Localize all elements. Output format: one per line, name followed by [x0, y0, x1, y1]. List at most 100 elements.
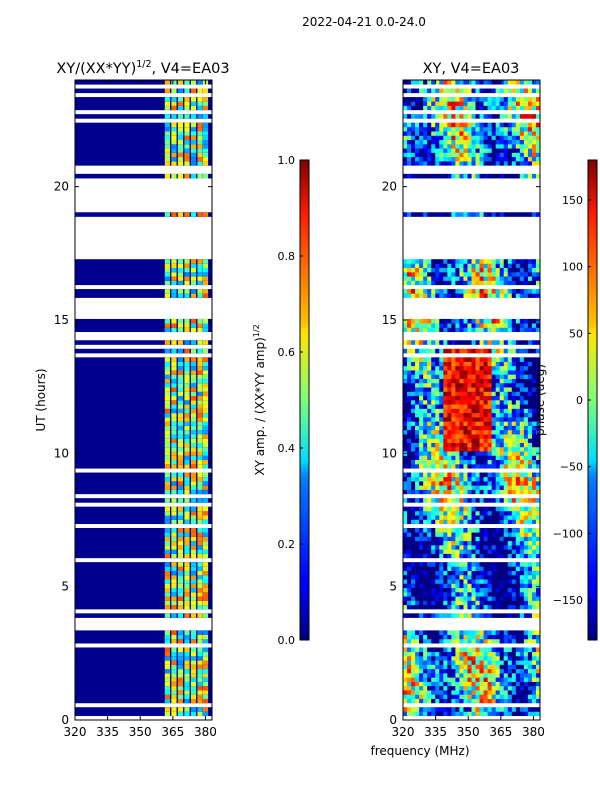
phase-cell — [423, 357, 428, 362]
phase-cell — [459, 510, 464, 516]
phase-cell — [423, 485, 428, 490]
phase-cell — [495, 690, 501, 695]
phase-cell — [455, 481, 460, 486]
amp-cell — [164, 152, 171, 158]
amp-cell — [184, 464, 190, 469]
phase-cell — [511, 289, 517, 294]
phase-cell — [519, 323, 525, 328]
phase-cell — [471, 400, 476, 405]
phase-cell — [503, 442, 509, 448]
phase-cell — [455, 365, 460, 371]
phase-cell — [519, 587, 525, 593]
phase-cell — [503, 489, 509, 495]
phase-cell — [479, 131, 484, 136]
phase-cell — [531, 438, 537, 443]
amp-cell — [190, 404, 197, 409]
phase-cell — [407, 361, 412, 367]
phase-cell — [439, 374, 444, 379]
phase-cell — [455, 173, 460, 179]
phase-cell — [491, 587, 496, 593]
phase-cell — [515, 400, 521, 405]
phase-cell — [523, 656, 529, 661]
phase-cell — [523, 685, 529, 691]
amp-cell — [164, 327, 171, 333]
amp-cell — [202, 412, 209, 418]
phase-cell — [503, 417, 509, 422]
phase-cell — [411, 438, 416, 443]
phase-cell — [423, 173, 428, 179]
phase-cell — [471, 498, 476, 503]
phase-cell — [531, 583, 537, 589]
phase-cell — [403, 144, 408, 149]
phase-cell — [455, 549, 460, 554]
phase-cell — [415, 135, 420, 141]
phase-cell — [459, 365, 464, 371]
phase-cell — [531, 212, 537, 217]
phase-cell — [487, 660, 492, 665]
phase-cell — [419, 152, 424, 158]
phase-cell — [415, 97, 420, 102]
phase-cell — [455, 421, 460, 426]
phase-cell — [411, 361, 416, 367]
phase-cell — [503, 434, 509, 439]
phase-cell — [479, 464, 484, 469]
phase-cell — [527, 711, 533, 717]
phase-cell — [507, 451, 513, 456]
phase-cell — [455, 515, 460, 520]
phase-cell — [435, 417, 440, 422]
phase-cell — [419, 131, 424, 136]
phase-cell — [515, 604, 521, 610]
amp-cell — [190, 613, 197, 618]
phase-cell — [499, 532, 505, 537]
amp-cell — [190, 711, 197, 717]
phase-cell — [431, 446, 436, 452]
phase-cell — [487, 528, 492, 533]
phase-cell — [423, 472, 428, 478]
phase-cell — [431, 357, 436, 362]
phase-cell — [471, 583, 476, 589]
phase-cell — [471, 592, 476, 597]
phase-cell — [407, 267, 412, 273]
phase-cell — [511, 664, 517, 670]
amp-cell — [184, 600, 190, 606]
phase-cell — [523, 395, 529, 401]
amp-cell — [171, 395, 177, 401]
phase-cell — [471, 446, 476, 452]
phase-cell — [439, 592, 444, 597]
phase-cell — [519, 570, 525, 576]
phase-cell — [459, 681, 464, 687]
phase-cell — [403, 395, 408, 401]
phase-cell — [487, 600, 492, 606]
phase-cell — [507, 152, 513, 158]
phase-cell — [443, 101, 448, 106]
phase-cell — [463, 690, 468, 695]
phase-cell — [463, 173, 468, 179]
phase-cell — [423, 532, 428, 537]
phase-cell — [435, 562, 440, 567]
phase-cell — [515, 361, 521, 367]
phase-cell — [527, 391, 533, 397]
phase-cell — [463, 357, 468, 362]
phase-cell — [431, 139, 436, 145]
phase-cell — [503, 212, 509, 217]
phase-cell — [407, 476, 412, 482]
phase-cell — [511, 126, 517, 132]
phase-cell — [483, 677, 488, 682]
phase-cell — [483, 276, 488, 281]
phase-cell — [511, 446, 517, 452]
phase-cell — [407, 152, 412, 158]
phase-cell — [407, 114, 412, 119]
phase-cell — [463, 711, 468, 717]
phase-cell — [475, 114, 480, 119]
phase-cell — [463, 395, 468, 401]
phase-cell — [439, 438, 444, 443]
phase-cell — [447, 613, 452, 618]
phase-cell — [459, 587, 464, 593]
phase-cell — [507, 647, 513, 653]
phase-cell — [531, 711, 537, 717]
phase-cell — [515, 105, 521, 111]
colorbar-amplitude: 0.00.20.40.60.81.0 XY amp. / (XX*YY amp)… — [252, 154, 310, 647]
phase-cell — [451, 425, 456, 431]
phase-cell — [471, 122, 476, 128]
phase-cell — [531, 139, 537, 145]
